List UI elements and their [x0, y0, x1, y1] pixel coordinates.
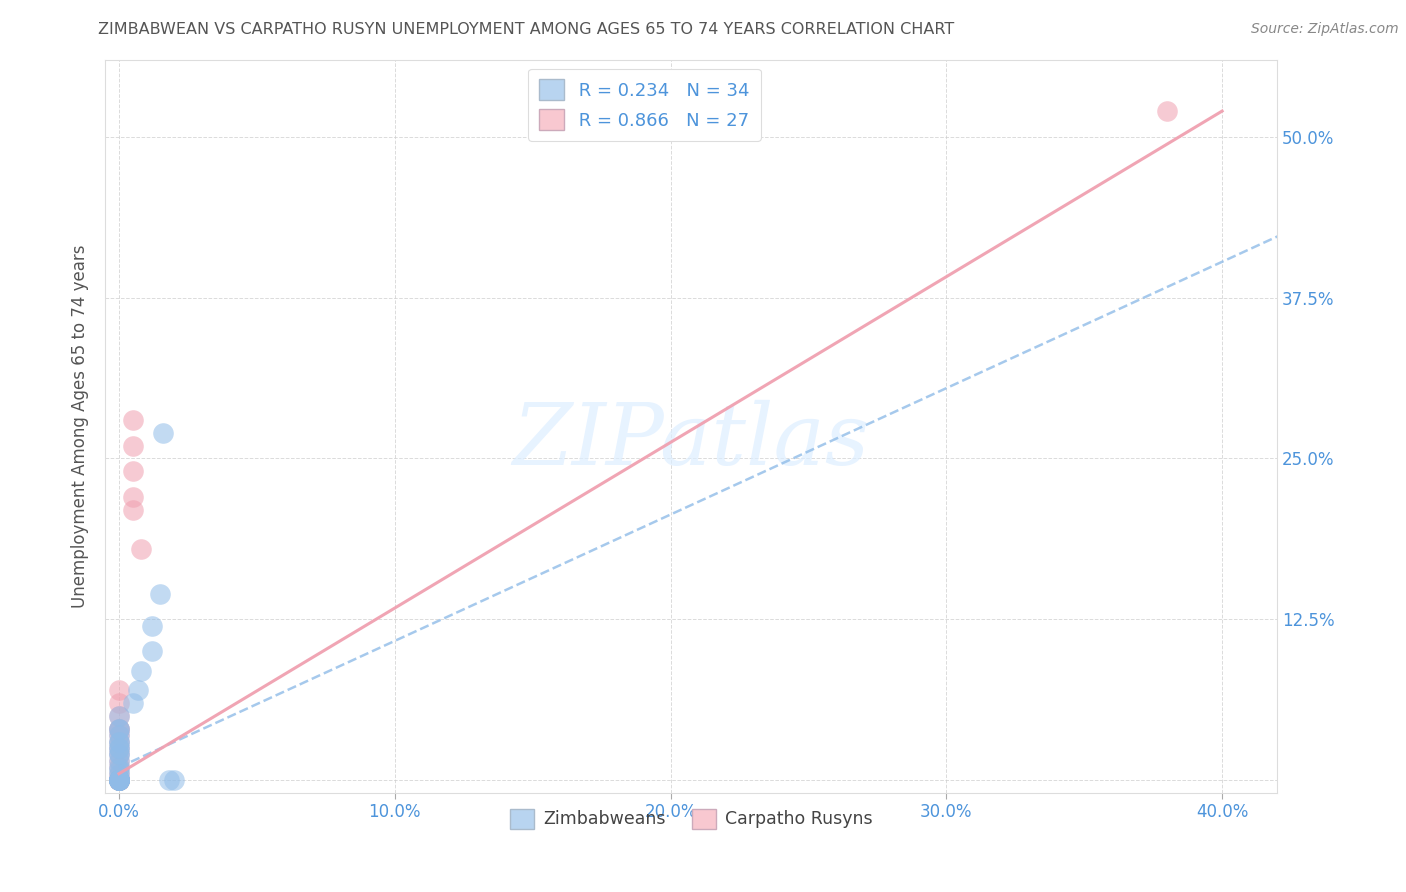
Point [108, 773, 131, 788]
Point [121, 696, 143, 710]
Legend: Zimbabweans, Carpatho Rusyns: Zimbabweans, Carpatho Rusyns [503, 802, 879, 836]
Point [108, 708, 131, 723]
Point [108, 683, 131, 698]
Point [108, 747, 131, 762]
Point [108, 773, 131, 788]
Point [121, 490, 143, 504]
Point [108, 722, 131, 736]
Point [108, 773, 131, 788]
Point [108, 760, 131, 774]
Point [108, 734, 131, 748]
Point [108, 747, 131, 762]
Point [129, 541, 152, 556]
Point [108, 741, 131, 756]
Point [108, 754, 131, 768]
Text: ZIPatlas: ZIPatlas [513, 400, 870, 483]
Point [108, 773, 131, 788]
Point [163, 773, 186, 788]
Point [121, 464, 143, 478]
Point [108, 773, 131, 788]
Point [108, 773, 131, 788]
Point [108, 773, 131, 788]
Point [121, 413, 143, 427]
Point [108, 766, 131, 780]
Point [108, 773, 131, 788]
Point [108, 773, 131, 788]
Point [108, 773, 131, 788]
Point [149, 586, 172, 600]
Point [108, 747, 131, 762]
Point [108, 773, 131, 788]
Point [108, 741, 131, 756]
Point [108, 773, 131, 788]
Point [152, 425, 174, 440]
Text: ZIMBABWEAN VS CARPATHO RUSYN UNEMPLOYMENT AMONG AGES 65 TO 74 YEARS CORRELATION : ZIMBABWEAN VS CARPATHO RUSYN UNEMPLOYMEN… [98, 22, 955, 37]
Point [108, 722, 131, 736]
Point [108, 773, 131, 788]
Point [108, 766, 131, 780]
Point [108, 728, 131, 742]
Point [108, 741, 131, 756]
Point [108, 773, 131, 788]
Point [108, 773, 131, 788]
Point [127, 683, 149, 698]
Point [121, 503, 143, 517]
Point [108, 708, 131, 723]
Point [108, 773, 131, 788]
Point [157, 773, 180, 788]
Y-axis label: Unemployment Among Ages 65 to 74 years: Unemployment Among Ages 65 to 74 years [72, 244, 89, 608]
Point [108, 728, 131, 742]
Point [108, 734, 131, 748]
Point [108, 734, 131, 748]
Text: Source: ZipAtlas.com: Source: ZipAtlas.com [1251, 22, 1399, 37]
Point [141, 618, 163, 632]
Point [141, 644, 163, 658]
Point [108, 773, 131, 788]
Point [108, 722, 131, 736]
Point [121, 439, 143, 453]
Point [108, 722, 131, 736]
Point [1156, 104, 1178, 119]
Point [108, 760, 131, 774]
Point [108, 773, 131, 788]
Point [108, 763, 131, 777]
Point [129, 664, 152, 678]
Point [108, 773, 131, 788]
Point [108, 696, 131, 710]
Point [108, 754, 131, 768]
